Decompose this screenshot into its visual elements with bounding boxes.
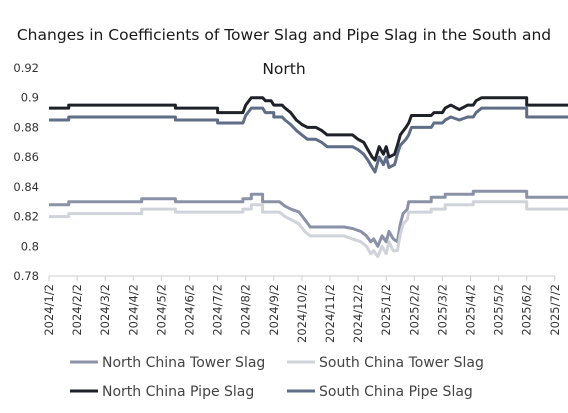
series-line-south-china-pipe-slag xyxy=(49,106,568,174)
x-tick-label: 2024/11/2 xyxy=(323,284,337,343)
chart-title: Changes in Coefficients of Tower Slag an… xyxy=(16,26,552,78)
legend-label-south-china-tower-slag: South China Tower Slag xyxy=(319,355,484,371)
x-tick-label: 2025/4/2 xyxy=(464,284,478,336)
x-tick-label: 2025/2/2 xyxy=(407,284,421,336)
x-tick-label: 2024/8/2 xyxy=(239,284,253,336)
x-tick-label: 2024/3/2 xyxy=(98,284,112,336)
y-tick-label: 0.88 xyxy=(13,120,39,134)
x-tick-label: 2025/3/2 xyxy=(435,284,449,336)
x-tick-label: 2025/1/2 xyxy=(379,284,393,336)
x-tick-label: 2024/10/2 xyxy=(295,284,309,343)
x-tick-label: 2024/5/2 xyxy=(154,284,168,336)
x-tick-label: 2025/7/2 xyxy=(548,284,562,336)
y-tick-label: 0.86 xyxy=(13,150,39,164)
y-tick-label: 0.8 xyxy=(21,239,39,253)
series-line-north-china-tower-slag xyxy=(49,189,568,248)
series-line-south-china-tower-slag xyxy=(49,200,568,259)
y-tick-label: 0.82 xyxy=(13,210,39,224)
x-tick-label: 2024/1/2 xyxy=(42,284,56,336)
y-tick-label: 0.84 xyxy=(13,180,39,194)
legend: North China Tower Slag South China Tower … xyxy=(70,355,484,400)
series-lines xyxy=(49,96,568,259)
x-tick-label: 2024/6/2 xyxy=(183,284,197,336)
series-line-north-china-pipe-slag xyxy=(49,96,568,162)
x-tick-label: 2024/12/2 xyxy=(351,284,365,343)
legend-label-north-china-tower-slag: North China Tower Slag xyxy=(102,355,265,371)
y-tick-label: 0.78 xyxy=(13,269,39,283)
x-tick-label: 2025/5/2 xyxy=(492,284,506,336)
x-tick-label: 2024/4/2 xyxy=(126,284,140,336)
x-tick-label: 2024/7/2 xyxy=(211,284,225,336)
legend-label-south-china-pipe-slag: South China Pipe Slag xyxy=(319,384,473,400)
x-tick-label: 2024/2/2 xyxy=(70,284,84,336)
y-tick-label: 0.92 xyxy=(13,61,39,75)
x-axis-ticks: 2024/1/2 2024/2/2 2024/3/2 2024/4/2 2024/5/2… xyxy=(42,276,562,343)
legend-label-north-china-pipe-slag: North China Pipe Slag xyxy=(102,384,254,400)
x-tick-label: 2024/9/2 xyxy=(267,284,281,336)
y-tick-label: 0.9 xyxy=(21,91,39,105)
y-axis-ticks: 0.78 0.8 0.82 0.84 0.86 0.88 0.9 0.92 xyxy=(13,61,39,283)
x-tick-label: 2025/6/2 xyxy=(520,284,534,336)
